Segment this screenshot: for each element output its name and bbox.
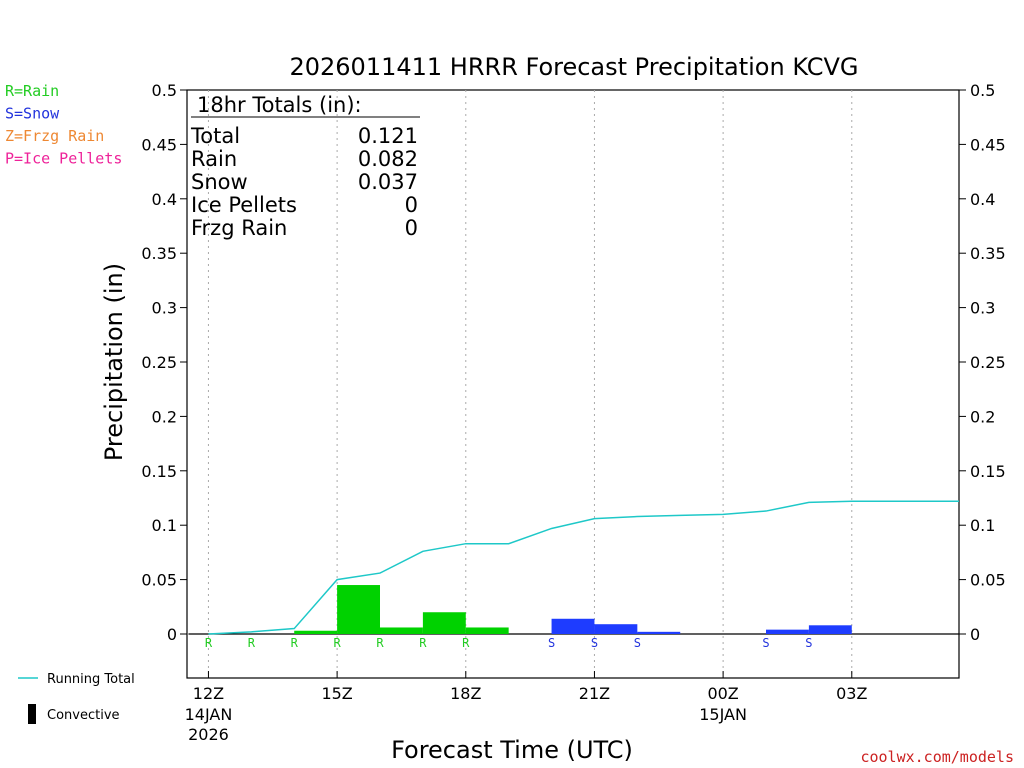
y-tick-label: 0 (970, 625, 980, 644)
y-tick-label: 0.15 (141, 462, 177, 481)
totals-heading: 18hr Totals (in): (197, 93, 362, 117)
bar (294, 630, 338, 634)
series-legend: Running Total Convective (18, 672, 135, 724)
y-tick-label: 0.35 (970, 244, 1006, 263)
x-tick-label: 00Z (707, 684, 738, 703)
y-tick-label: 0.1 (152, 516, 177, 535)
x-tick-date: 15JAN (699, 705, 747, 724)
bar (594, 624, 638, 634)
precip-type-letter: S (634, 636, 641, 650)
y-tick-label: 0.3 (970, 299, 995, 318)
y-tick-label: 0.3 (152, 299, 177, 318)
precip-type-letter: S (762, 636, 769, 650)
x-tick-label: 18Z (450, 684, 481, 703)
totals-rows: Total 0.121 Rain 0.082 Snow 0.037 Ice Pellets 0… (190, 124, 418, 240)
totals-label: Snow (191, 170, 248, 194)
x-axis-label: Forecast Time (UTC) (391, 736, 633, 764)
bar (380, 627, 423, 634)
chart-title: 2026011411 HRRR Forecast Precipitation K… (289, 53, 858, 81)
type-legend-entry: Z=Frzg Rain (5, 127, 104, 145)
precip-type-letter: R (291, 636, 299, 650)
y-axis-right: 0.5 0.45 0.4 0.35 0.3 0.25 0.2 0.15 0.1 0.05 0 (959, 81, 1006, 644)
y-tick-label: 0.35 (141, 244, 177, 263)
y-tick-label: 0.45 (141, 135, 177, 154)
bar (337, 585, 380, 634)
bar (422, 612, 466, 634)
y-tick-label: 0.5 (152, 81, 177, 100)
totals-value: 0 (405, 216, 418, 240)
y-axis-label: Precipitation (in) (100, 263, 128, 461)
y-tick-label: 0.25 (970, 353, 1006, 372)
running-total-line (208, 500, 959, 635)
y-axis-left: 0.5 0.45 0.4 0.35 0.3 0.25 0.2 0.15 0.1 0.05 0 (141, 81, 187, 644)
y-tick-label: 0 (167, 625, 177, 644)
precip-type-letter: R (205, 636, 213, 650)
precip-type-legend: R=Rain S=Snow Z=Frzg Rain P=Ice Pellets (5, 82, 122, 168)
y-tick-label: 0.2 (970, 407, 995, 426)
totals-label: Ice Pellets (191, 193, 297, 217)
y-tick-label: 0.15 (970, 462, 1006, 481)
credit-text: coolwx.com/models (860, 748, 1014, 766)
x-tick-label: 21Z (579, 684, 610, 703)
totals-box: 18hr Totals (in): Total 0.121 Rain 0.082 Sno… (190, 93, 420, 240)
y-tick-label: 0.4 (970, 190, 995, 209)
y-tick-label: 0.45 (970, 135, 1006, 154)
series-legend-label: Convective (47, 708, 120, 723)
x-tick-label: 12Z (193, 684, 224, 703)
totals-label: Rain (191, 147, 237, 171)
precip-type-letter: R (376, 636, 384, 650)
y-tick-label: 0.4 (152, 190, 177, 209)
precip-type-letter: R (248, 636, 256, 650)
series-legend-label: Running Total (47, 672, 135, 687)
bar (808, 625, 852, 634)
bar (766, 629, 809, 634)
running-total-series (208, 500, 959, 635)
convective-legend-swatch (28, 704, 36, 724)
precip-type-letter: S (548, 636, 555, 650)
y-tick-label: 0.05 (141, 571, 177, 590)
bar-series (294, 585, 852, 634)
precip-type-letter: R (419, 636, 427, 650)
bar (637, 631, 681, 634)
type-legend-entry: S=Snow (5, 105, 60, 123)
x-tick-date: 14JAN (185, 705, 233, 724)
y-tick-label: 0.1 (970, 516, 995, 535)
totals-value: 0.037 (358, 170, 418, 194)
y-tick-label: 0.25 (141, 353, 177, 372)
y-tick-label: 0.05 (970, 571, 1006, 590)
type-legend-entry: P=Ice Pellets (5, 150, 122, 168)
y-tick-label: 0.2 (152, 407, 177, 426)
totals-label: Frzg Rain (191, 216, 287, 240)
totals-label: Total (190, 124, 240, 148)
precip-type-letter: S (805, 636, 812, 650)
totals-value: 0 (405, 193, 418, 217)
x-tick-label: 03Z (836, 684, 867, 703)
plot-frame (186, 89, 960, 679)
type-legend-entry: R=Rain (5, 82, 59, 100)
grid-lines (188, 90, 959, 678)
x-tick-year: 2026 (188, 725, 229, 744)
totals-value: 0.121 (358, 124, 418, 148)
precip-type-letter: S (591, 636, 598, 650)
x-tick-label: 15Z (321, 684, 352, 703)
bar (465, 627, 509, 634)
precip-type-letter: R (462, 636, 470, 650)
bar (551, 618, 595, 634)
precip-type-letter: R (333, 636, 341, 650)
y-tick-label: 0.5 (970, 81, 995, 100)
totals-value: 0.082 (358, 147, 418, 171)
